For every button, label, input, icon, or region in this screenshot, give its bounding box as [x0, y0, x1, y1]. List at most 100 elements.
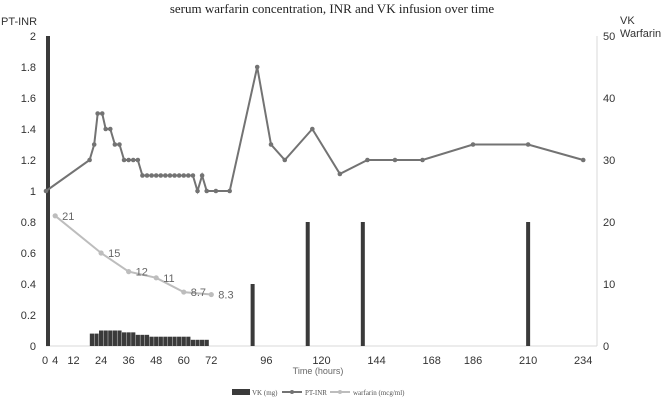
vk-bar [121, 332, 127, 346]
left-tick-label: 1 [30, 186, 36, 198]
vk-bar [200, 339, 205, 346]
vk-bars [46, 36, 531, 346]
inr-point [392, 157, 398, 163]
chart-axes [46, 36, 598, 347]
legend-item-vk: VK (mg) [232, 389, 278, 397]
x-tick-label: 72 [205, 355, 217, 367]
x-tick-label: 96 [260, 355, 272, 367]
warfarin-point [126, 269, 132, 275]
vk-bar [177, 336, 182, 346]
left-tick-label: 2 [30, 31, 36, 43]
inr-point [172, 173, 177, 178]
vk-bar [167, 336, 173, 346]
inr-point [186, 173, 191, 178]
vk-bar [195, 339, 200, 346]
inr-point [204, 188, 210, 194]
inr-point [126, 157, 131, 163]
inr-point [43, 188, 49, 194]
legend-swatch-vk [232, 389, 250, 395]
inr-point [365, 157, 370, 163]
inr-point [153, 173, 159, 178]
inr-point [91, 142, 97, 147]
inr-point [310, 126, 315, 132]
right-tick-label: 20 [603, 217, 615, 229]
vk-bar [360, 222, 365, 346]
vk-bar [305, 222, 310, 346]
vk-bar [89, 333, 95, 346]
vk-bar [140, 334, 145, 346]
inr-point [99, 111, 105, 116]
x-tick-label: 24 [95, 355, 107, 367]
legend-label-vk: VK (mg) [252, 389, 278, 397]
right-axis-title-vk: VK [620, 15, 635, 27]
inr-point [337, 171, 343, 177]
inr-point [282, 157, 288, 163]
legend-marker-inr [290, 390, 294, 394]
warfarin-point [181, 289, 187, 295]
inr-point [470, 142, 476, 147]
left-tick-label: 1.6 [21, 93, 36, 105]
warfarin-data-label: 8.7 [191, 287, 206, 299]
left-tick-label: 0.4 [21, 279, 36, 291]
vk-bar [181, 336, 186, 346]
warfarin-data-label: 21 [62, 211, 74, 223]
right-axis-title-warfarin: Warfarin [620, 28, 661, 40]
inr-point [149, 173, 154, 178]
x-tick-label: 234 [574, 355, 592, 367]
inr-point [176, 173, 182, 178]
inr-point [268, 142, 274, 147]
inr-point [227, 188, 232, 194]
warfarin-point [98, 250, 104, 256]
inr-point [199, 173, 205, 178]
right-tick-label: 30 [603, 155, 615, 167]
left-tick-label: 1.2 [21, 155, 36, 167]
legend-label-inr: PT-INR [305, 389, 327, 397]
vk-bar [526, 222, 531, 346]
x-tick-label: 12 [67, 355, 79, 367]
inr-point [167, 173, 173, 178]
inr-point [195, 188, 200, 194]
x-tick-label: 0 [42, 355, 48, 367]
inr-point [140, 173, 145, 178]
inr-point [525, 142, 531, 147]
x-tick-label: 36 [123, 355, 135, 367]
vk-bar [103, 330, 108, 346]
vk-bar [144, 334, 150, 346]
x-axis-title: Time (hours) [293, 366, 344, 376]
warfarin-data-label: 8.3 [218, 290, 233, 302]
inr-point [580, 157, 586, 163]
vk-bar [190, 339, 196, 346]
x-tick-label: 168 [423, 355, 441, 367]
right-tick-label: 10 [603, 279, 615, 291]
x-tick-label: 4 [52, 355, 58, 367]
left-tick-label: 0.2 [21, 310, 36, 322]
left-tick-label: 0.6 [21, 248, 36, 260]
inr-point [121, 157, 127, 163]
inr-point [163, 173, 168, 178]
chart-title: serum warfarin concentration, INR and VK… [170, 1, 495, 16]
legend-item-inr: PT-INR [282, 389, 327, 397]
x-tick-label: 186 [464, 355, 482, 367]
data-lines: 21 15 12 11 8.7 8.3 [43, 64, 586, 302]
vk-bar [94, 333, 99, 346]
warfarin-point [208, 291, 214, 298]
inr-point [87, 157, 92, 163]
inr-point [103, 126, 108, 132]
vk-bar [126, 332, 131, 346]
legend-label-warfarin: warfarin (mcg/ml) [353, 389, 405, 397]
warfarin-data-label: 11 [163, 273, 174, 285]
right-tick-label: 0 [603, 341, 609, 353]
warfarin-point [153, 275, 159, 281]
left-tick-label: 0 [30, 341, 36, 353]
inr-point [254, 64, 260, 70]
inr-point [95, 111, 100, 116]
x-tick-label: 210 [519, 355, 537, 367]
warfarin-data-label: 12 [136, 267, 148, 279]
right-tick-label: 40 [603, 93, 615, 105]
inr-point [112, 142, 118, 147]
inr-point [158, 173, 164, 178]
inr-point [117, 142, 122, 147]
vk-bar [117, 330, 122, 346]
